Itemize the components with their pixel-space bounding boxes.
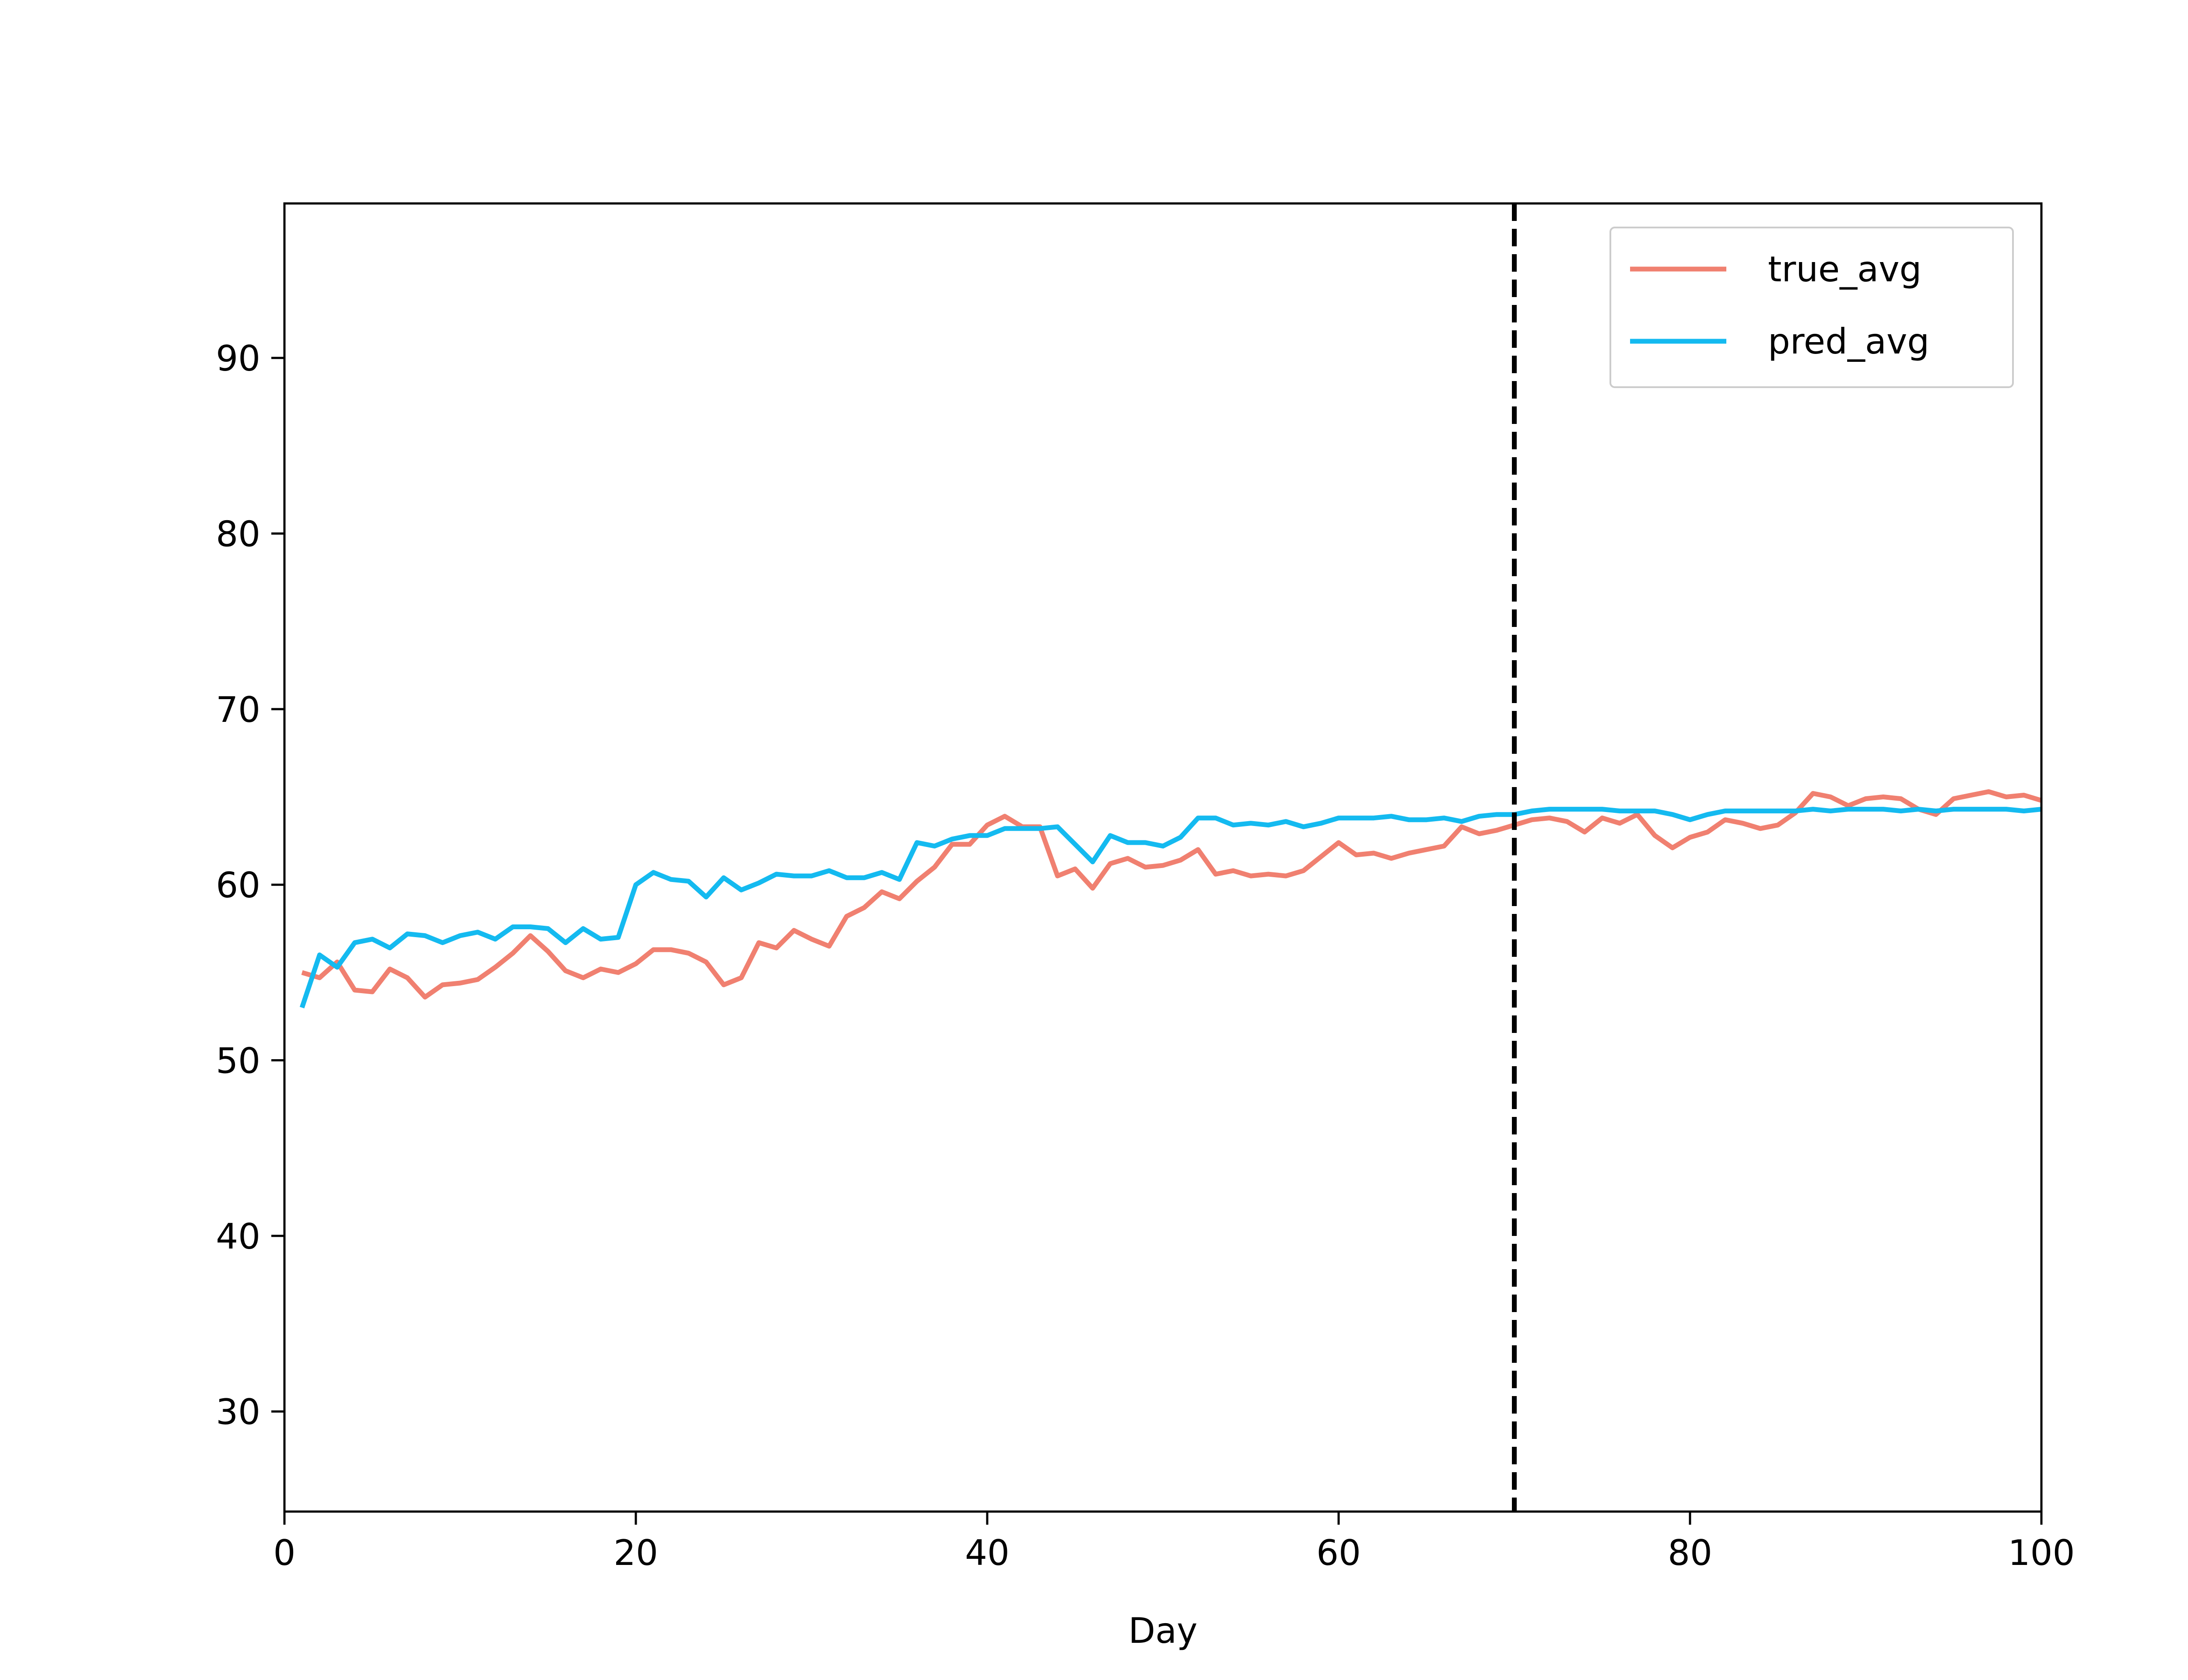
x-tick-label: 100 (2008, 1533, 2075, 1573)
y-tick-label: 60 (216, 865, 260, 906)
y-tick-label: 50 (216, 1041, 260, 1082)
x-axis-label: Day (1129, 1610, 1198, 1651)
y-axis: 30 40 50 60 70 80 90 (216, 338, 284, 1432)
legend-label-pred_avg: pred_avg (1768, 321, 1929, 362)
series-layer (299, 789, 2042, 1008)
x-axis: 0 20 40 60 80 100 (274, 1512, 2075, 1573)
y-tick-label: 70 (216, 690, 260, 730)
y-tick-label: 40 (216, 1216, 260, 1257)
x-tick-label: 80 (1668, 1533, 1712, 1573)
x-tick-label: 60 (1316, 1533, 1361, 1573)
series-line-true_avg (301, 789, 2042, 1000)
x-tick-label: 40 (965, 1533, 1010, 1573)
y-tick-label: 80 (216, 514, 260, 555)
y-tick-label: 90 (216, 338, 260, 379)
x-tick-label: 0 (274, 1533, 296, 1573)
y-tick-label: 30 (216, 1392, 260, 1432)
series-line-pred_avg (299, 807, 2042, 1008)
legend-label-true_avg: true_avg (1768, 249, 1922, 290)
x-tick-label: 20 (614, 1533, 658, 1573)
legend: true_avg pred_avg (1609, 227, 2014, 388)
plot-area-frame (283, 202, 2043, 1513)
